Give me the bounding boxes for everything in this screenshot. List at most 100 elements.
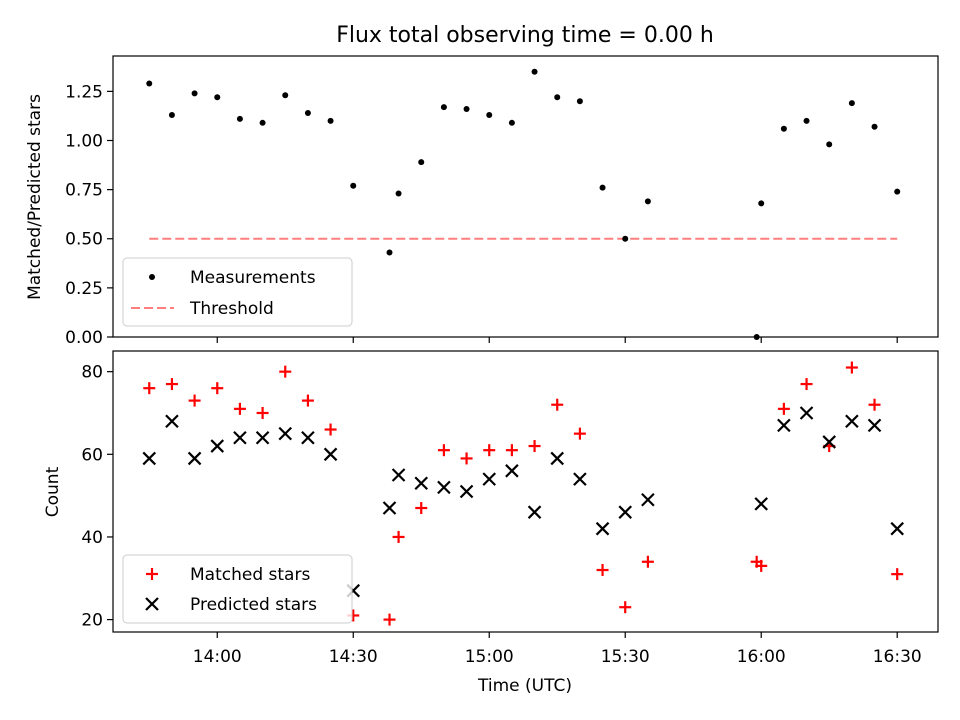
- predicted-star-point: [618, 505, 633, 519]
- bottom-legend: Matched stars Predicted stars: [122, 554, 353, 624]
- matched-star-point: [143, 382, 156, 395]
- legend-predicted-marker: [145, 597, 159, 611]
- predicted-star-point: [595, 521, 610, 536]
- top-axes-frame: [112, 55, 939, 338]
- predicted-star-point: [799, 406, 814, 420]
- bottom-xtick-label: 14:00: [193, 647, 242, 667]
- predicted-star-point: [255, 431, 270, 445]
- predicted-star-point: [278, 426, 293, 441]
- top-ytick-label: 0.25: [65, 279, 103, 299]
- legend-measurements-marker: [149, 274, 155, 280]
- legend-predicted-label: Predicted stars: [190, 595, 317, 615]
- bottom-xtick-label: 16:00: [737, 647, 786, 667]
- matched-star-point: [528, 440, 541, 453]
- measurement-point: [259, 119, 266, 126]
- matched-star-point: [324, 423, 337, 436]
- top-ylabel: Matched/Predicted stars: [25, 94, 45, 300]
- matched-star-point: [891, 568, 904, 581]
- predicted-star-point: [754, 497, 768, 511]
- matched-star-point: [641, 555, 654, 568]
- measurement-point: [780, 125, 787, 132]
- predicted-star-point: [382, 501, 397, 515]
- predicted-star-point: [187, 451, 202, 466]
- top-ytick-label: 1.00: [65, 131, 103, 151]
- predicted-star-point: [233, 431, 247, 445]
- measurement-point: [146, 80, 153, 87]
- predicted-star-point: [527, 505, 542, 519]
- matched-star-point: [301, 394, 314, 407]
- bottom-ytick-label: 20: [81, 611, 103, 631]
- measurement-point: [236, 115, 243, 122]
- matched-star-point: [483, 444, 496, 457]
- predicted-star-point: [210, 439, 225, 453]
- matched-star-point: [256, 406, 269, 419]
- bottom-xtick-label: 15:00: [465, 647, 514, 667]
- predicted-star-point: [573, 472, 587, 486]
- matched-star-point: [800, 378, 813, 391]
- measurement-point: [486, 111, 493, 118]
- top-panel: 0.00 0.25 0.50 0.75 1.00 1.25 Matched/Predict…: [25, 55, 939, 348]
- top-legend-box: [122, 257, 353, 327]
- measurement-point: [418, 159, 425, 166]
- matched-star-point: [573, 427, 586, 440]
- measurement-point: [214, 94, 221, 101]
- bottom-ytick-label: 60: [81, 445, 103, 465]
- predicted-star-point: [641, 492, 655, 507]
- matched-star-point: [188, 394, 201, 407]
- predicted-star-point: [414, 476, 429, 491]
- measurement-point: [282, 92, 289, 99]
- measurement-point: [191, 90, 198, 97]
- top-ytick-label: 0.75: [65, 181, 103, 201]
- predicted-star-point: [550, 451, 565, 466]
- chart-title: Flux total observing time = 0.00 h: [336, 23, 714, 48]
- matched-star-point: [868, 398, 881, 411]
- matched-star-point: [383, 613, 396, 626]
- bottom-xtick-label: 15:30: [601, 647, 650, 667]
- predicted-star-point: [165, 414, 179, 429]
- measurement-point: [599, 184, 606, 191]
- matched-star-point: [619, 601, 632, 614]
- measurement-point: [463, 106, 470, 113]
- predicted-star-point: [301, 431, 315, 445]
- top-ytick-label: 0.00: [65, 328, 103, 348]
- predicted-star-point: [142, 451, 157, 466]
- matched-star-point: [551, 398, 564, 411]
- matched-star-point: [505, 444, 518, 457]
- measurement-point: [576, 98, 583, 105]
- matched-star-point: [845, 361, 858, 374]
- predicted-star-point: [890, 521, 904, 536]
- measurement-point: [508, 119, 515, 126]
- measurement-point: [758, 200, 765, 207]
- bottom-ytick-label: 80: [81, 363, 103, 383]
- legend-threshold-label: Threshold: [189, 299, 274, 319]
- legend-matched-label: Matched stars: [190, 565, 310, 585]
- predicted-star-point: [437, 480, 451, 495]
- predicted-star-point: [482, 472, 497, 486]
- x-axis-label: Time (UTC): [477, 676, 572, 696]
- matched-star-point: [437, 444, 450, 457]
- measurement-point: [395, 190, 402, 197]
- predicted-star-point: [867, 418, 882, 433]
- measurement-point: [327, 117, 334, 124]
- bottom-ylabel: Count: [43, 466, 63, 517]
- legend-matched-marker: [146, 568, 158, 580]
- measurement-point: [350, 182, 357, 189]
- bottom-ytick-label: 40: [81, 528, 103, 548]
- predicted-star-point: [777, 418, 791, 433]
- measurement-point: [894, 188, 901, 195]
- matched-star-point: [165, 378, 178, 391]
- measurement-point: [440, 104, 447, 111]
- bottom-legend-box: [122, 554, 353, 624]
- predicted-star-point: [822, 435, 836, 449]
- measurement-point: [803, 117, 810, 124]
- matched-star-point: [211, 382, 224, 395]
- matched-star-point: [392, 530, 405, 543]
- matched-star-point: [279, 365, 292, 378]
- matched-star-point: [755, 559, 768, 572]
- matched-star-point: [460, 452, 473, 465]
- top-ytick-label: 1.25: [65, 82, 103, 102]
- measurement-point: [554, 94, 561, 101]
- measurement-point: [622, 235, 629, 242]
